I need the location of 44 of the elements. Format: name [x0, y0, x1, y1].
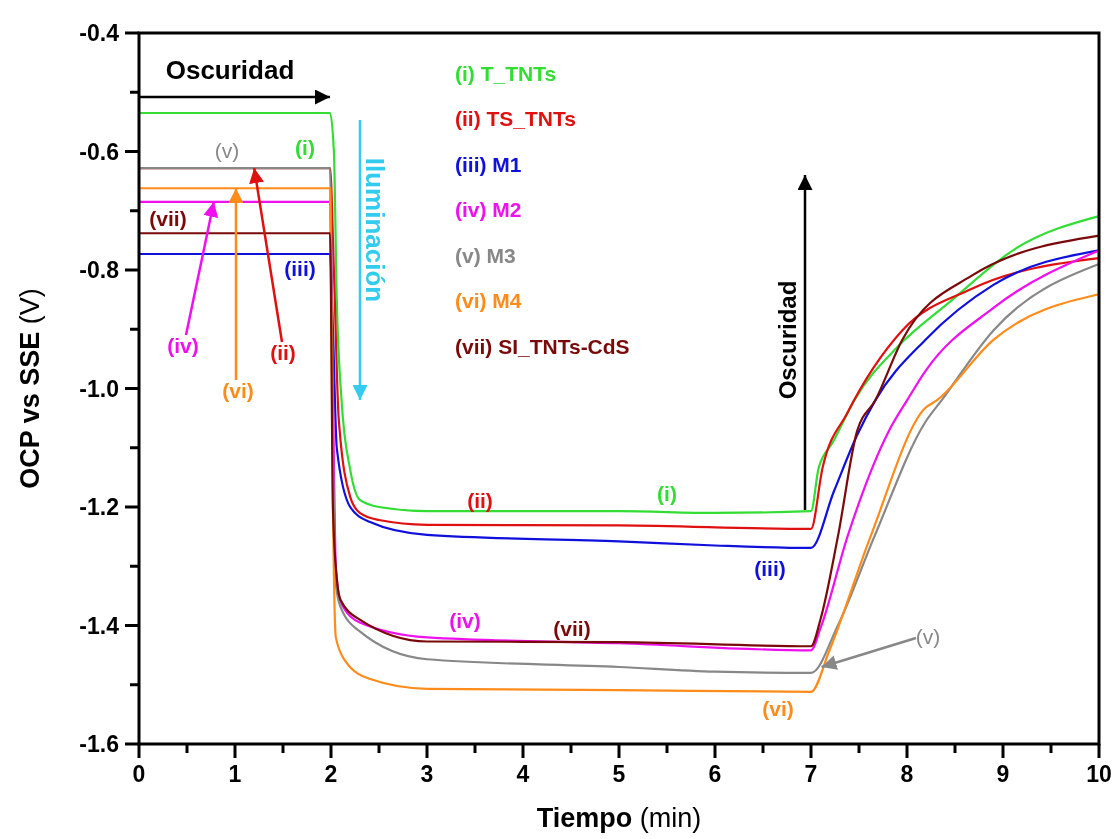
- annotation: (vii): [553, 616, 591, 640]
- annotation: (vi): [762, 696, 794, 720]
- x-tick-label: 3: [420, 761, 434, 787]
- text: (iv) M2: [455, 198, 522, 221]
- x-tick-label: 8: [900, 761, 914, 787]
- annotation: (i): [657, 481, 677, 505]
- annotation: (iii): [754, 556, 786, 580]
- x-tick-label: 5: [612, 761, 626, 787]
- x-tick-label: 6: [708, 761, 722, 787]
- text: (v) M3: [455, 243, 516, 267]
- y-tick-label: -1.4: [79, 612, 120, 639]
- x-tick-label: 1: [228, 761, 242, 787]
- annotation: (ii): [270, 340, 296, 364]
- x-tick-label: 4: [516, 761, 530, 787]
- annotation: (i): [295, 135, 315, 159]
- annotation: (v): [915, 624, 941, 648]
- annotation: (iv): [449, 608, 481, 632]
- text: (vi) M4: [455, 289, 522, 312]
- x-axis-title: Tiempo (min): [536, 803, 702, 833]
- annotation: (v): [214, 138, 240, 162]
- text: (ii) TS_TNTs: [455, 107, 576, 130]
- annotation: Oscuridad: [165, 55, 295, 85]
- annotation: (iii): [284, 256, 316, 280]
- y-tick-label: -1.0: [79, 375, 119, 402]
- y-tick-label: -0.8: [79, 257, 120, 283]
- text: (vii) SI_TNTs-CdS: [455, 334, 630, 358]
- x-tick-label: 0: [132, 761, 146, 787]
- y-axis-title: OCP vs SSE (V): [15, 288, 45, 489]
- y-tick-label: -0.4: [79, 20, 120, 46]
- annotation: (ii): [467, 488, 493, 512]
- x-tick-label: 9: [996, 761, 1010, 787]
- y-tick-label: -1.2: [79, 494, 119, 520]
- text: (iii) M1: [455, 152, 522, 176]
- annotation: (vii): [149, 206, 187, 230]
- x-tick-label: 10: [1086, 761, 1112, 787]
- x-tick-label: 2: [324, 761, 338, 787]
- y-tick-label: -1.6: [79, 731, 119, 757]
- annotation: (iv): [167, 333, 199, 357]
- text: (i) T_TNTs: [455, 61, 557, 85]
- annotation: Oscuridad: [773, 280, 801, 400]
- annotation: (vi): [222, 378, 254, 402]
- x-tick-label: 7: [804, 761, 818, 787]
- y-tick-label: -0.6: [79, 138, 119, 165]
- annotation: Iluminación: [360, 157, 390, 303]
